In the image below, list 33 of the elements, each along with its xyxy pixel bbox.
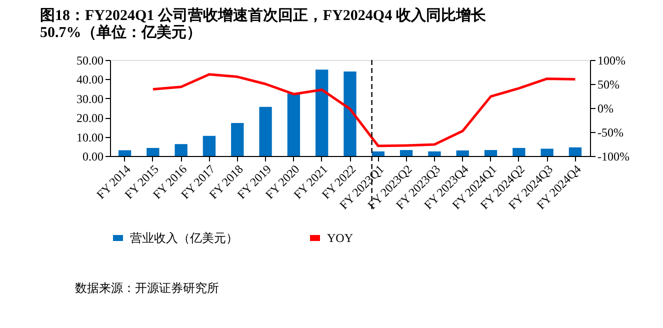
source-note: 数据来源：开源证券研究所 <box>75 281 219 295</box>
y2-tick-label: 50% <box>598 78 620 92</box>
bar <box>202 136 216 156</box>
bar <box>456 150 469 156</box>
y2-tick-label: 0% <box>598 102 614 116</box>
legend-label: 营业收入（亿美元） <box>130 231 238 245</box>
bar <box>484 150 498 156</box>
bar <box>512 148 526 156</box>
bar <box>146 148 160 156</box>
bar <box>344 72 356 156</box>
bar <box>316 70 328 156</box>
y2-tick-label: 100% <box>598 54 626 68</box>
bar <box>259 106 272 156</box>
bar <box>400 150 413 156</box>
legend-label: YOY <box>327 231 354 245</box>
bar <box>540 148 554 156</box>
bar <box>372 151 384 156</box>
y-tick-label: 10.00 <box>76 130 104 144</box>
chart-title: 图18：FY2024Q1 公司营收增速首次回正，FY2024Q4 收入同比增长 50.7%（单位：亿美元） <box>40 7 487 41</box>
y-tick-label: 50.00 <box>76 54 104 68</box>
y-tick-label: 40.00 <box>76 72 104 87</box>
bar <box>428 151 441 156</box>
bar <box>287 93 300 156</box>
y2-tick-label: -50% <box>598 126 624 140</box>
bar <box>174 144 188 156</box>
bar <box>231 122 244 156</box>
y2-tick-label: -100% <box>598 150 630 164</box>
bar <box>118 150 132 156</box>
y-tick-label: 0.00 <box>82 150 104 164</box>
line-series <box>152 73 576 148</box>
bar <box>568 147 582 156</box>
y-tick-label: 20.00 <box>76 111 104 126</box>
y-tick-label: 30.00 <box>76 92 104 106</box>
